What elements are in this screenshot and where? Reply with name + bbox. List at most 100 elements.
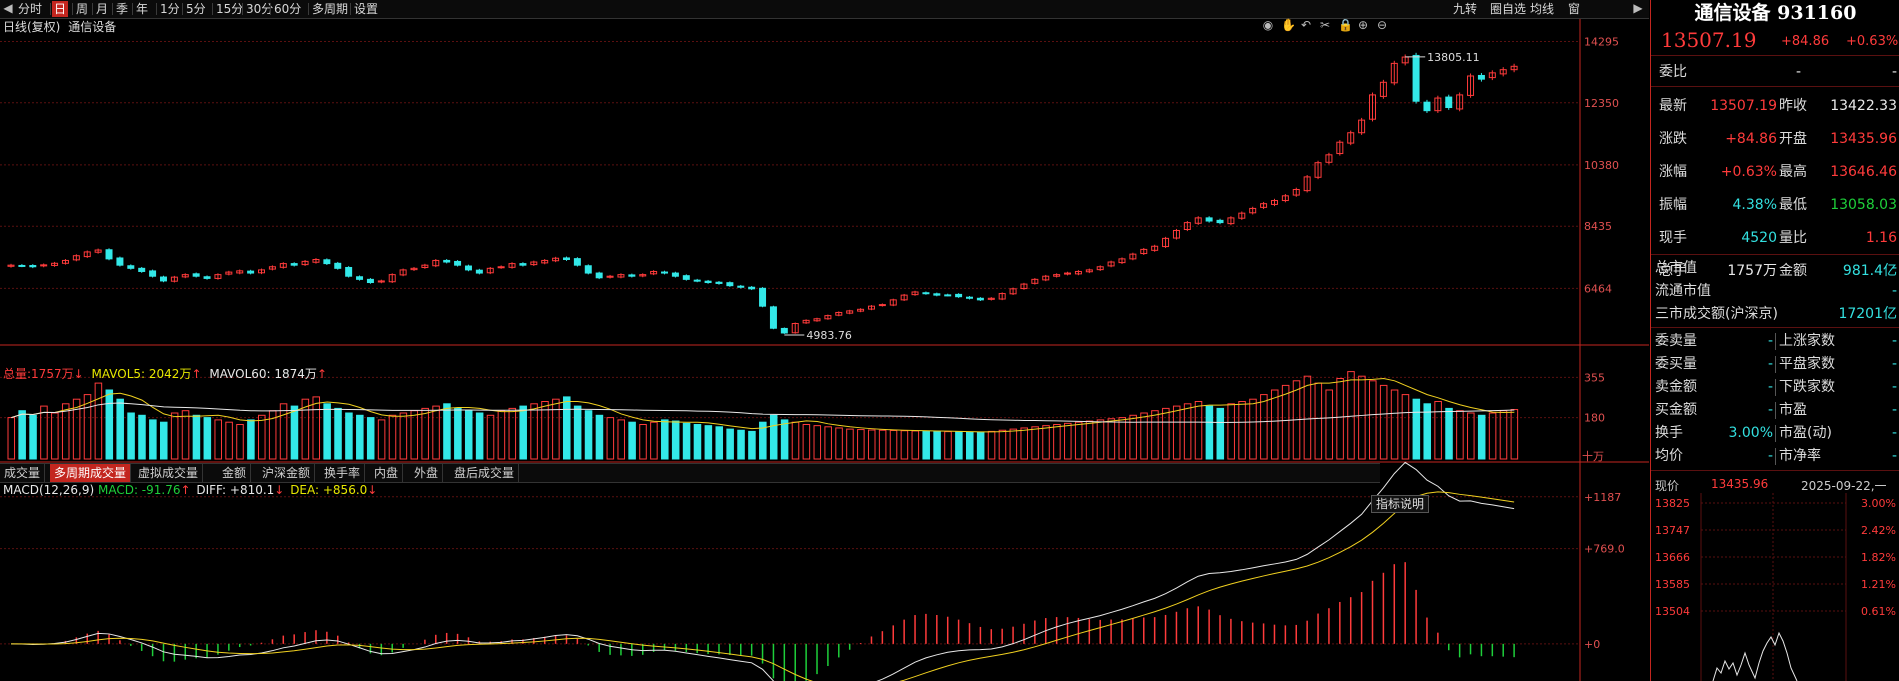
period-tab-10[interactable]: 60分 [274, 2, 302, 16]
candle-body [987, 297, 995, 300]
volume-bar [911, 430, 920, 460]
candle-body [1467, 75, 1475, 96]
volume-tab-1[interactable]: 多周期成交量 [50, 464, 132, 482]
volume-tab-8[interactable]: 盘后成交量 [450, 464, 520, 482]
period-tab-4[interactable]: 季 [116, 2, 129, 16]
candle-body [454, 260, 462, 266]
volume-tick-label: 180 [1584, 412, 1605, 425]
intraday-mini-chart[interactable]: 13825 3.00% 13747 2.42% 13666 1.82% 13585 1.21%… [1651, 493, 1899, 681]
candle-body [301, 260, 309, 266]
period-tab-5[interactable]: 年 [136, 2, 149, 16]
quote-row: 振幅 4.38% 最低 13058.03 [1651, 191, 1899, 219]
quote-row: 最新 13507.19 昨收 13422.33 [1651, 92, 1899, 120]
period-tab-8[interactable]: 15分 [216, 2, 244, 16]
candle-body [1347, 132, 1355, 144]
mini-date: 2025-09-22,一 [1801, 479, 1887, 493]
period-tab-9[interactable]: 30分 [246, 2, 274, 16]
undo-icon[interactable]: ↶ [1300, 18, 1312, 32]
volume-bar [966, 431, 974, 460]
high-annotation: 13805.11 [1427, 51, 1480, 64]
volume-bar [1303, 375, 1312, 460]
volume-tab-5[interactable]: 换手率 [320, 464, 366, 482]
volume-tab-6[interactable]: 内盘 [370, 464, 404, 482]
stat-label: 市净率 [1779, 448, 1821, 464]
volume-bar [486, 414, 495, 460]
mini-right-tick: 2.42% [1861, 524, 1896, 537]
candle-body [290, 263, 298, 266]
period-tab-3[interactable]: 月 [96, 2, 109, 16]
volume-bar [432, 405, 440, 460]
volume-tab-3[interactable]: 金额 [218, 464, 252, 482]
volume-bar [955, 431, 963, 460]
candle-body [159, 276, 167, 282]
candle-body [802, 319, 810, 324]
toolbar-separator [350, 3, 351, 15]
volume-bar [214, 419, 222, 460]
zoom-in-icon[interactable]: ⊕ [1357, 18, 1369, 32]
current-price: 13507.19 [1661, 28, 1757, 52]
period-tab-0[interactable]: 分时 [18, 2, 43, 16]
toolbar-right-button-1[interactable]: 圈自选 [1490, 2, 1527, 16]
candle-body [1238, 212, 1246, 219]
candle-body [1096, 266, 1104, 271]
candle-body [1194, 217, 1202, 224]
zoom-out-icon[interactable]: ⊖ [1376, 18, 1388, 32]
candle-body [1477, 74, 1485, 80]
volume-bar [40, 405, 48, 460]
volume-bar [639, 424, 647, 460]
candle-body [748, 286, 756, 290]
candle-body [366, 278, 374, 284]
volume-bar [922, 430, 930, 460]
volume-bar [1325, 389, 1333, 460]
volume-bar [464, 410, 473, 460]
period-tab-7[interactable]: 5分 [186, 2, 206, 16]
candle-body [1499, 69, 1507, 75]
toolbar-right-button-3[interactable]: 窗 [1568, 2, 1581, 16]
market-row: 三市成交额(沪深京) 17201亿 [1651, 303, 1899, 326]
candle-body [661, 271, 669, 274]
collapse-left-icon[interactable]: ◀ [3, 1, 13, 15]
quote-value: 13422.33 [1830, 98, 1897, 114]
volume-bar [933, 430, 941, 460]
volume-bar [1270, 389, 1279, 460]
volume-tab-4[interactable]: 沪深金额 [258, 464, 316, 482]
period-tab-11[interactable]: 多周期 [312, 2, 349, 16]
candle-body [1390, 62, 1398, 84]
scissors-icon[interactable]: ✂ [1319, 18, 1331, 32]
volume-tab-2[interactable]: 虚拟成交量 [134, 464, 204, 482]
candle-body [40, 264, 48, 267]
lock-icon[interactable]: 🔒 [1338, 18, 1353, 32]
volume-bar [682, 422, 691, 460]
volume-bar [1390, 389, 1399, 460]
period-tab-2[interactable]: 周 [76, 2, 89, 16]
volume-tab-0[interactable]: 成交量 [0, 464, 46, 482]
quote-label: 涨幅 [1659, 164, 1687, 180]
candle-body [1434, 97, 1442, 112]
period-tab-12[interactable]: 设置 [354, 2, 379, 16]
candle-body [258, 269, 266, 274]
macd-legend: MACD(12,26,9) MACD: -91.76↑ DIFF: +810.1… [3, 483, 378, 497]
volume-bar [127, 412, 135, 460]
stat-label: 委卖量 [1655, 333, 1697, 349]
stat-value: - [1767, 333, 1773, 349]
volume-bar [1336, 378, 1344, 460]
volume-ma60: MAVOL60: 1874万 [209, 367, 317, 381]
indicator-help-button[interactable]: 指标说明 [1371, 495, 1430, 513]
eye-icon[interactable]: ◉ [1262, 18, 1274, 32]
hand-icon[interactable]: ✋ [1281, 18, 1296, 32]
period-toolbar: ◀ 分时日周月季年 1分 5分 15分 30分 60分 多周期 设置 九转 圈自选 均线窗 ▶ [0, 0, 1649, 19]
expand-right-icon[interactable]: ▶ [1633, 1, 1643, 15]
volume-bar [748, 430, 756, 460]
volume-tab-7[interactable]: 外盘 [410, 464, 444, 482]
toolbar-right-button-2[interactable]: 均线 [1530, 2, 1555, 16]
period-tab-6[interactable]: 1分 [160, 2, 180, 16]
macd-tick-label: +1187 [1584, 491, 1621, 504]
toolbar-right-button-0[interactable]: 九转 [1453, 2, 1478, 16]
chart-canvas[interactable]: 14295 12350 10380 8435 6464 13805.11 4983.76 35… [0, 19, 1649, 681]
macd-tick-label: +769.0 [1584, 543, 1625, 556]
toolbar-separator [132, 3, 133, 15]
candle-body [976, 297, 984, 301]
candle-body [61, 259, 69, 264]
period-tab-1[interactable]: 日 [52, 1, 69, 17]
candle-body [203, 276, 211, 279]
